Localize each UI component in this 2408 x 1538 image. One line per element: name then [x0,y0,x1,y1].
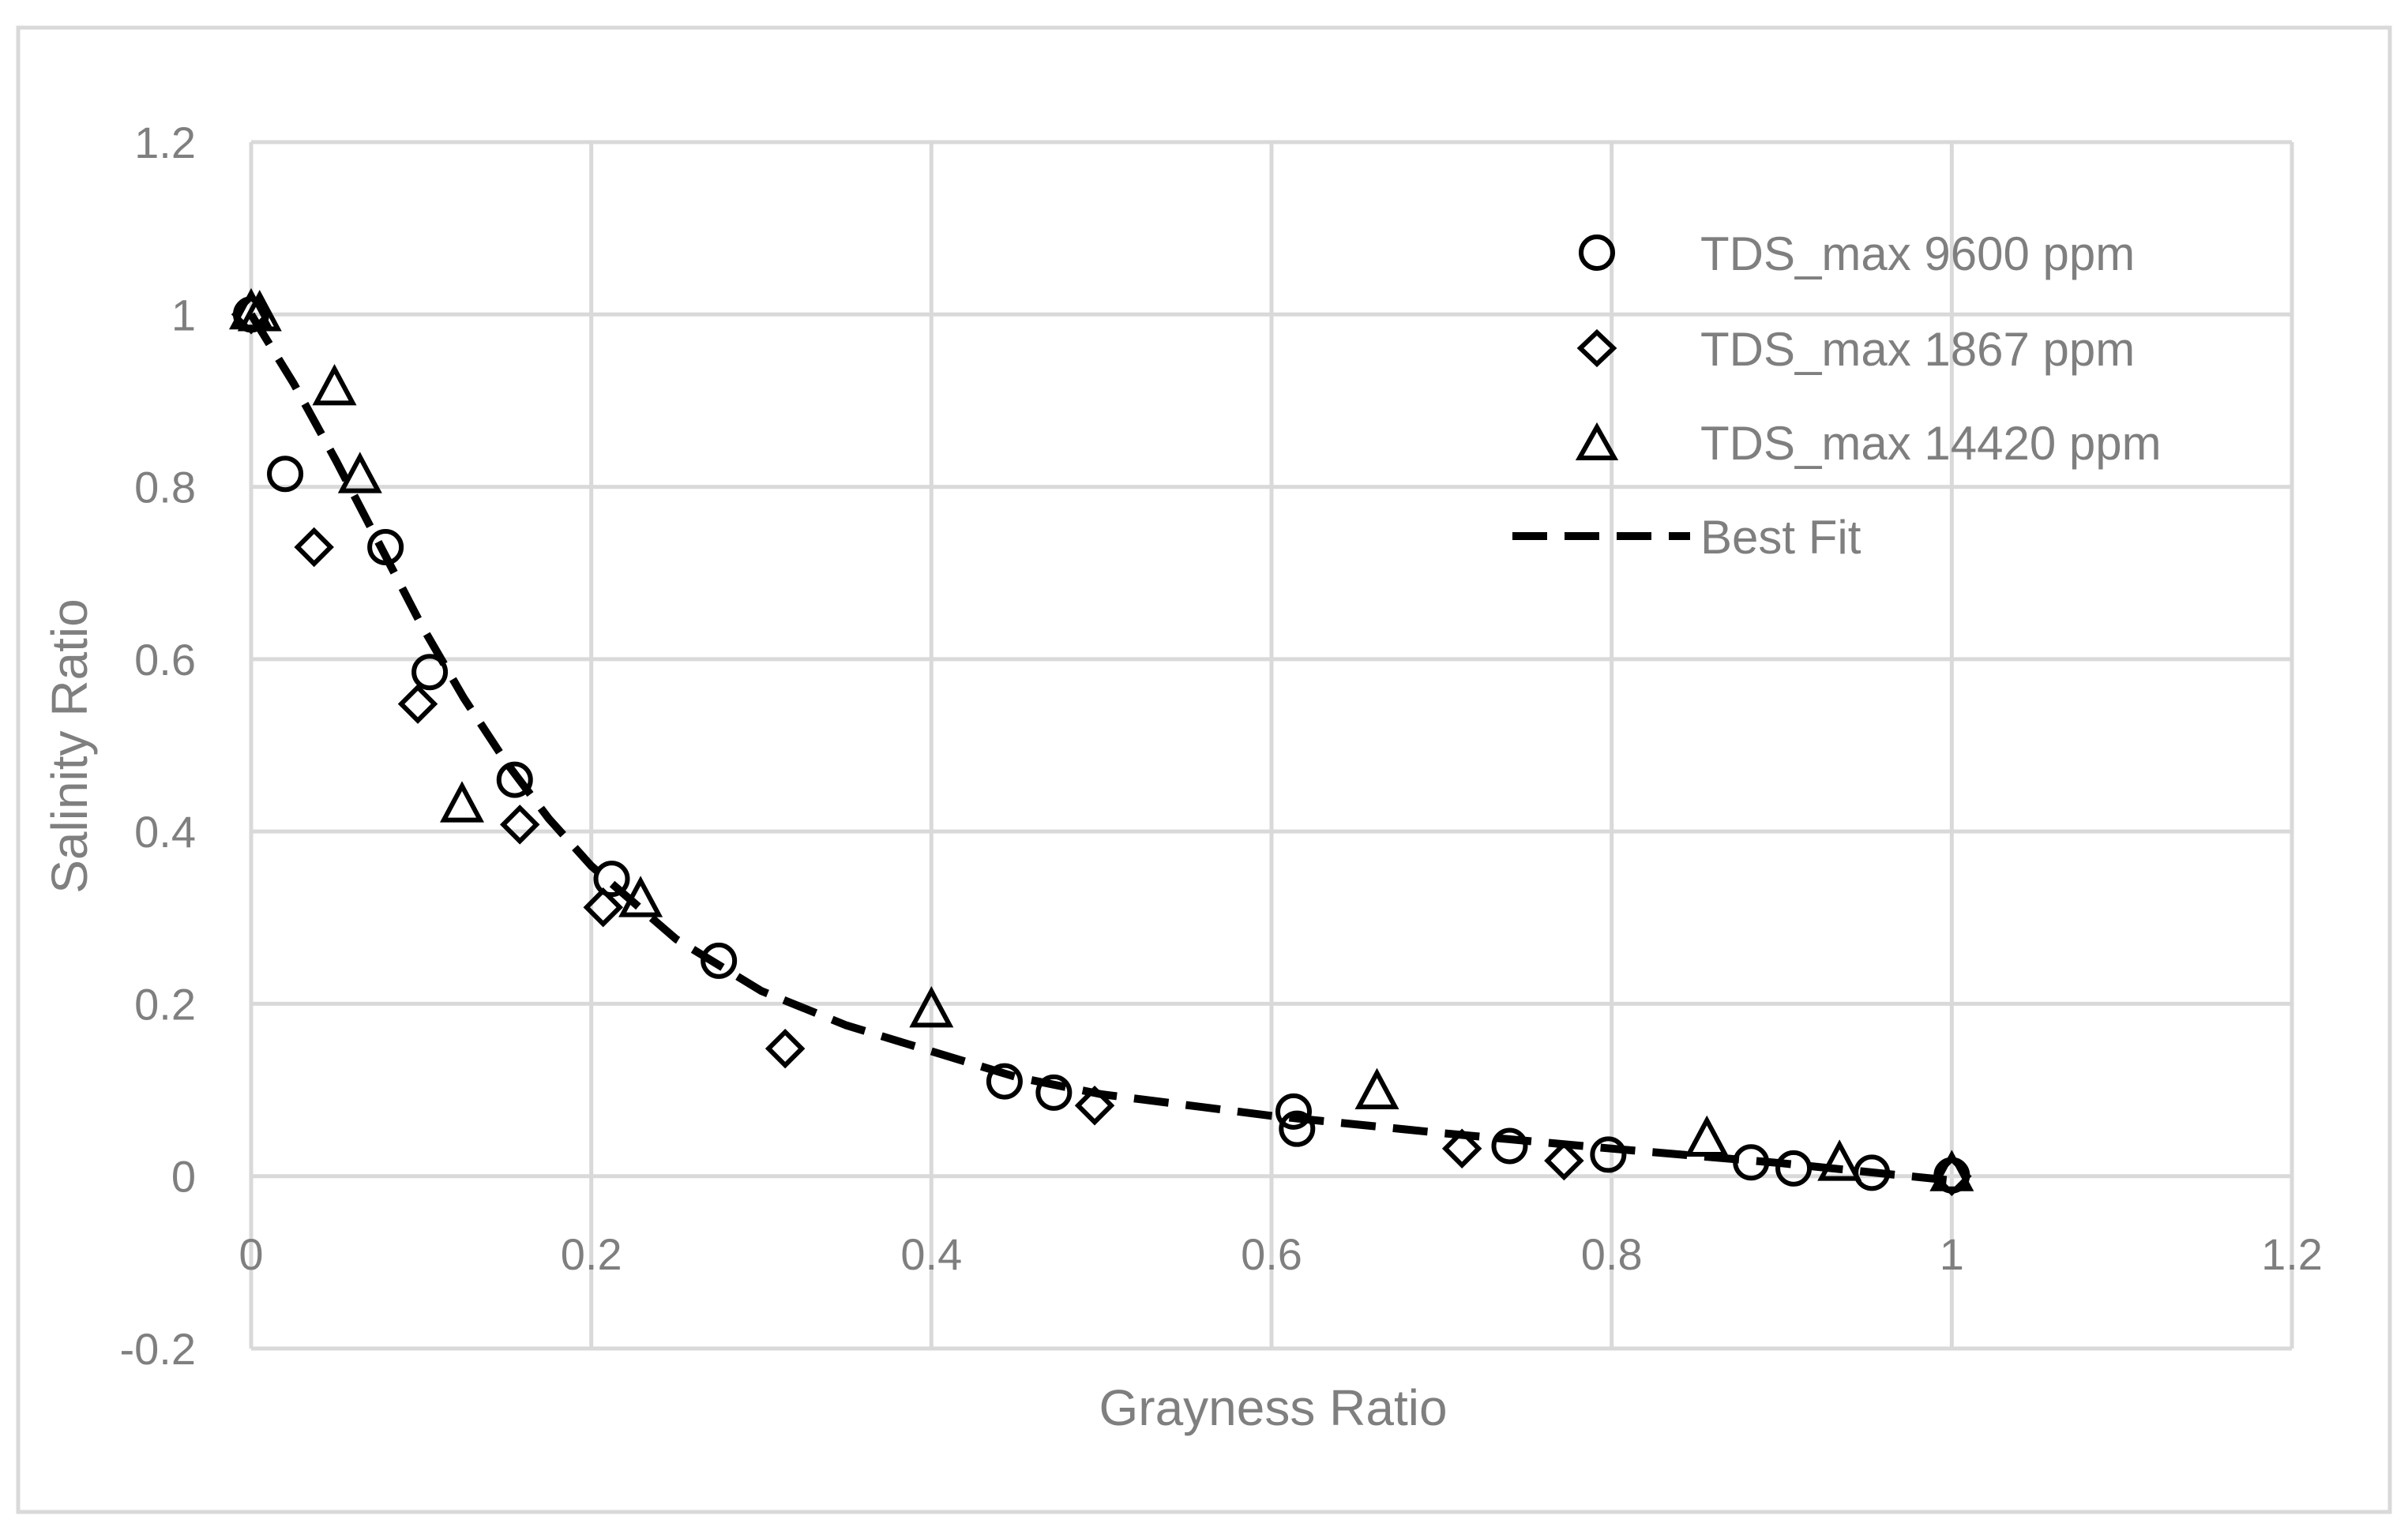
y-tick-label: 0.2 [134,979,196,1029]
y-tick-label: 0.4 [134,807,196,857]
y-axis-title: Salinity Ratio [41,598,98,894]
data-point-diamond [397,684,438,724]
data-point-circle [1279,1110,1316,1147]
data-point-triangle [237,290,282,332]
legend-label-tds-9600: TDS_max 9600 ppm [1700,227,2135,280]
data-point-triangle [312,363,357,406]
legend: TDS_max 9600 ppm TDS_max 1867 ppm TDS_ma… [1512,227,2162,564]
legend-label-tds-14420: TDS_max 14420 ppm [1700,417,2162,470]
data-point-circle [496,761,533,798]
x-tick-label: 0 [239,1229,263,1279]
data-point-circle [593,861,630,898]
x-tick-label: 0.8 [1581,1229,1643,1279]
legend-circle-marker [1579,234,1615,271]
data-point-diamond [1441,1128,1482,1169]
data-point-diamond [1544,1140,1584,1181]
data-point-triangle [337,452,382,493]
data-point-triangle [1929,1150,1974,1191]
grid [249,140,2294,1351]
y-tick-label: 1.2 [134,118,196,167]
best-fit-line [247,312,1952,1185]
data-point-diamond [1074,1085,1115,1126]
legend-diamond-marker [1576,328,1617,368]
data-point-triangle [618,876,663,917]
chart-border [16,25,2392,1514]
y-tick-label: 0.6 [134,635,196,685]
data-point-triangle [440,781,485,823]
legend-item-tds-9600: TDS_max 9600 ppm [1579,227,2135,280]
data-point-diamond [499,805,540,845]
data-point-diamond [583,887,623,928]
legend-triangle-marker [1575,422,1619,460]
legend-item-best-fit: Best Fit [1512,511,1861,564]
y-tick-label: 0.8 [134,463,196,512]
data-point-circle [1733,1144,1770,1181]
legend-label-tds-1867: TDS_max 1867 ppm [1700,323,2135,376]
x-axis-title: Grayness Ratio [1099,1379,1447,1436]
markers-layer [228,287,1974,1196]
legend-item-tds-14420: TDS_max 14420 ppm [1575,417,2162,470]
data-point-diamond [294,527,334,568]
x-tick-label: 1 [1940,1229,1964,1279]
data-point-circle [1590,1136,1627,1173]
data-point-triangle [1817,1139,1862,1181]
data-point-circle [701,942,738,979]
best-fit-layer [247,312,1952,1185]
data-point-circle [411,654,449,691]
data-point-circle [1491,1127,1528,1165]
y-tick-label: 1 [171,290,196,339]
data-point-circle [1275,1093,1312,1130]
legend-item-tds-1867: TDS_max 1867 ppm [1576,323,2135,376]
x-tick-label: 0.2 [561,1229,622,1279]
x-tick-label: 0.4 [900,1229,962,1279]
data-point-circle [367,528,404,565]
data-point-triangle [1354,1067,1399,1110]
data-point-triangle [1685,1115,1730,1157]
x-tick-label: 1.2 [2261,1229,2323,1279]
data-point-circle [1775,1150,1813,1187]
data-point-circle [986,1063,1023,1100]
y-tick-label: 0 [171,1152,196,1202]
data-point-circle [1035,1074,1073,1111]
x-tick-label: 0.6 [1241,1229,1302,1279]
data-point-circle [267,456,304,493]
data-point-triangle [909,985,954,1028]
data-point-diamond [764,1028,806,1069]
legend-label-best-fit: Best Fit [1700,511,1861,564]
y-tick-label: -0.2 [120,1324,197,1374]
tick-labels: 0 0.2 0.4 0.6 0.8 1 1.2 -0.2 0 0.2 0.4 0.6 0.8 1 1.2 [120,118,2323,1374]
